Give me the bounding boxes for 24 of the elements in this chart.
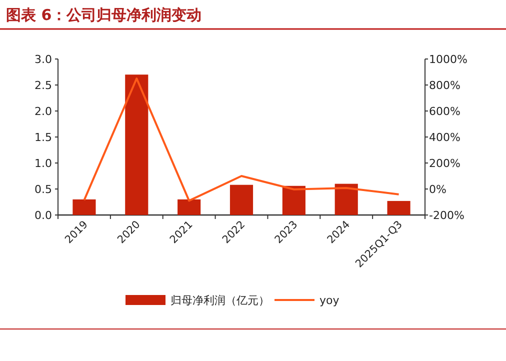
bar [230, 184, 254, 215]
y2-tick-label: 0% [429, 183, 446, 196]
y2-tick-label: 800% [429, 79, 460, 92]
y-tick-label: 1.5 [34, 131, 52, 144]
y-tick-label: 1.0 [34, 157, 52, 170]
y2-tick-label: -200% [429, 209, 464, 222]
legend-label: yoy [320, 294, 340, 307]
bar [334, 184, 358, 215]
y-tick-label: 0.0 [34, 209, 52, 222]
bar [125, 74, 148, 215]
y-tick-label: 2.0 [34, 105, 52, 118]
bar [72, 199, 96, 215]
y2-tick-label: 1000% [429, 53, 468, 66]
y2-tick-label: 600% [429, 105, 460, 118]
y-tick-label: 0.5 [34, 183, 52, 196]
bar [387, 200, 410, 215]
bar [282, 186, 306, 215]
legend-label: 归母净利润（亿元） [170, 294, 270, 307]
bar [178, 199, 201, 215]
chart-title: 图表 6：公司归母净利润变动 [6, 6, 202, 24]
y2-tick-label: 200% [429, 157, 460, 170]
y-tick-label: 3.0 [34, 53, 52, 66]
y-tick-label: 2.5 [34, 79, 52, 92]
y2-tick-label: 400% [429, 131, 460, 144]
